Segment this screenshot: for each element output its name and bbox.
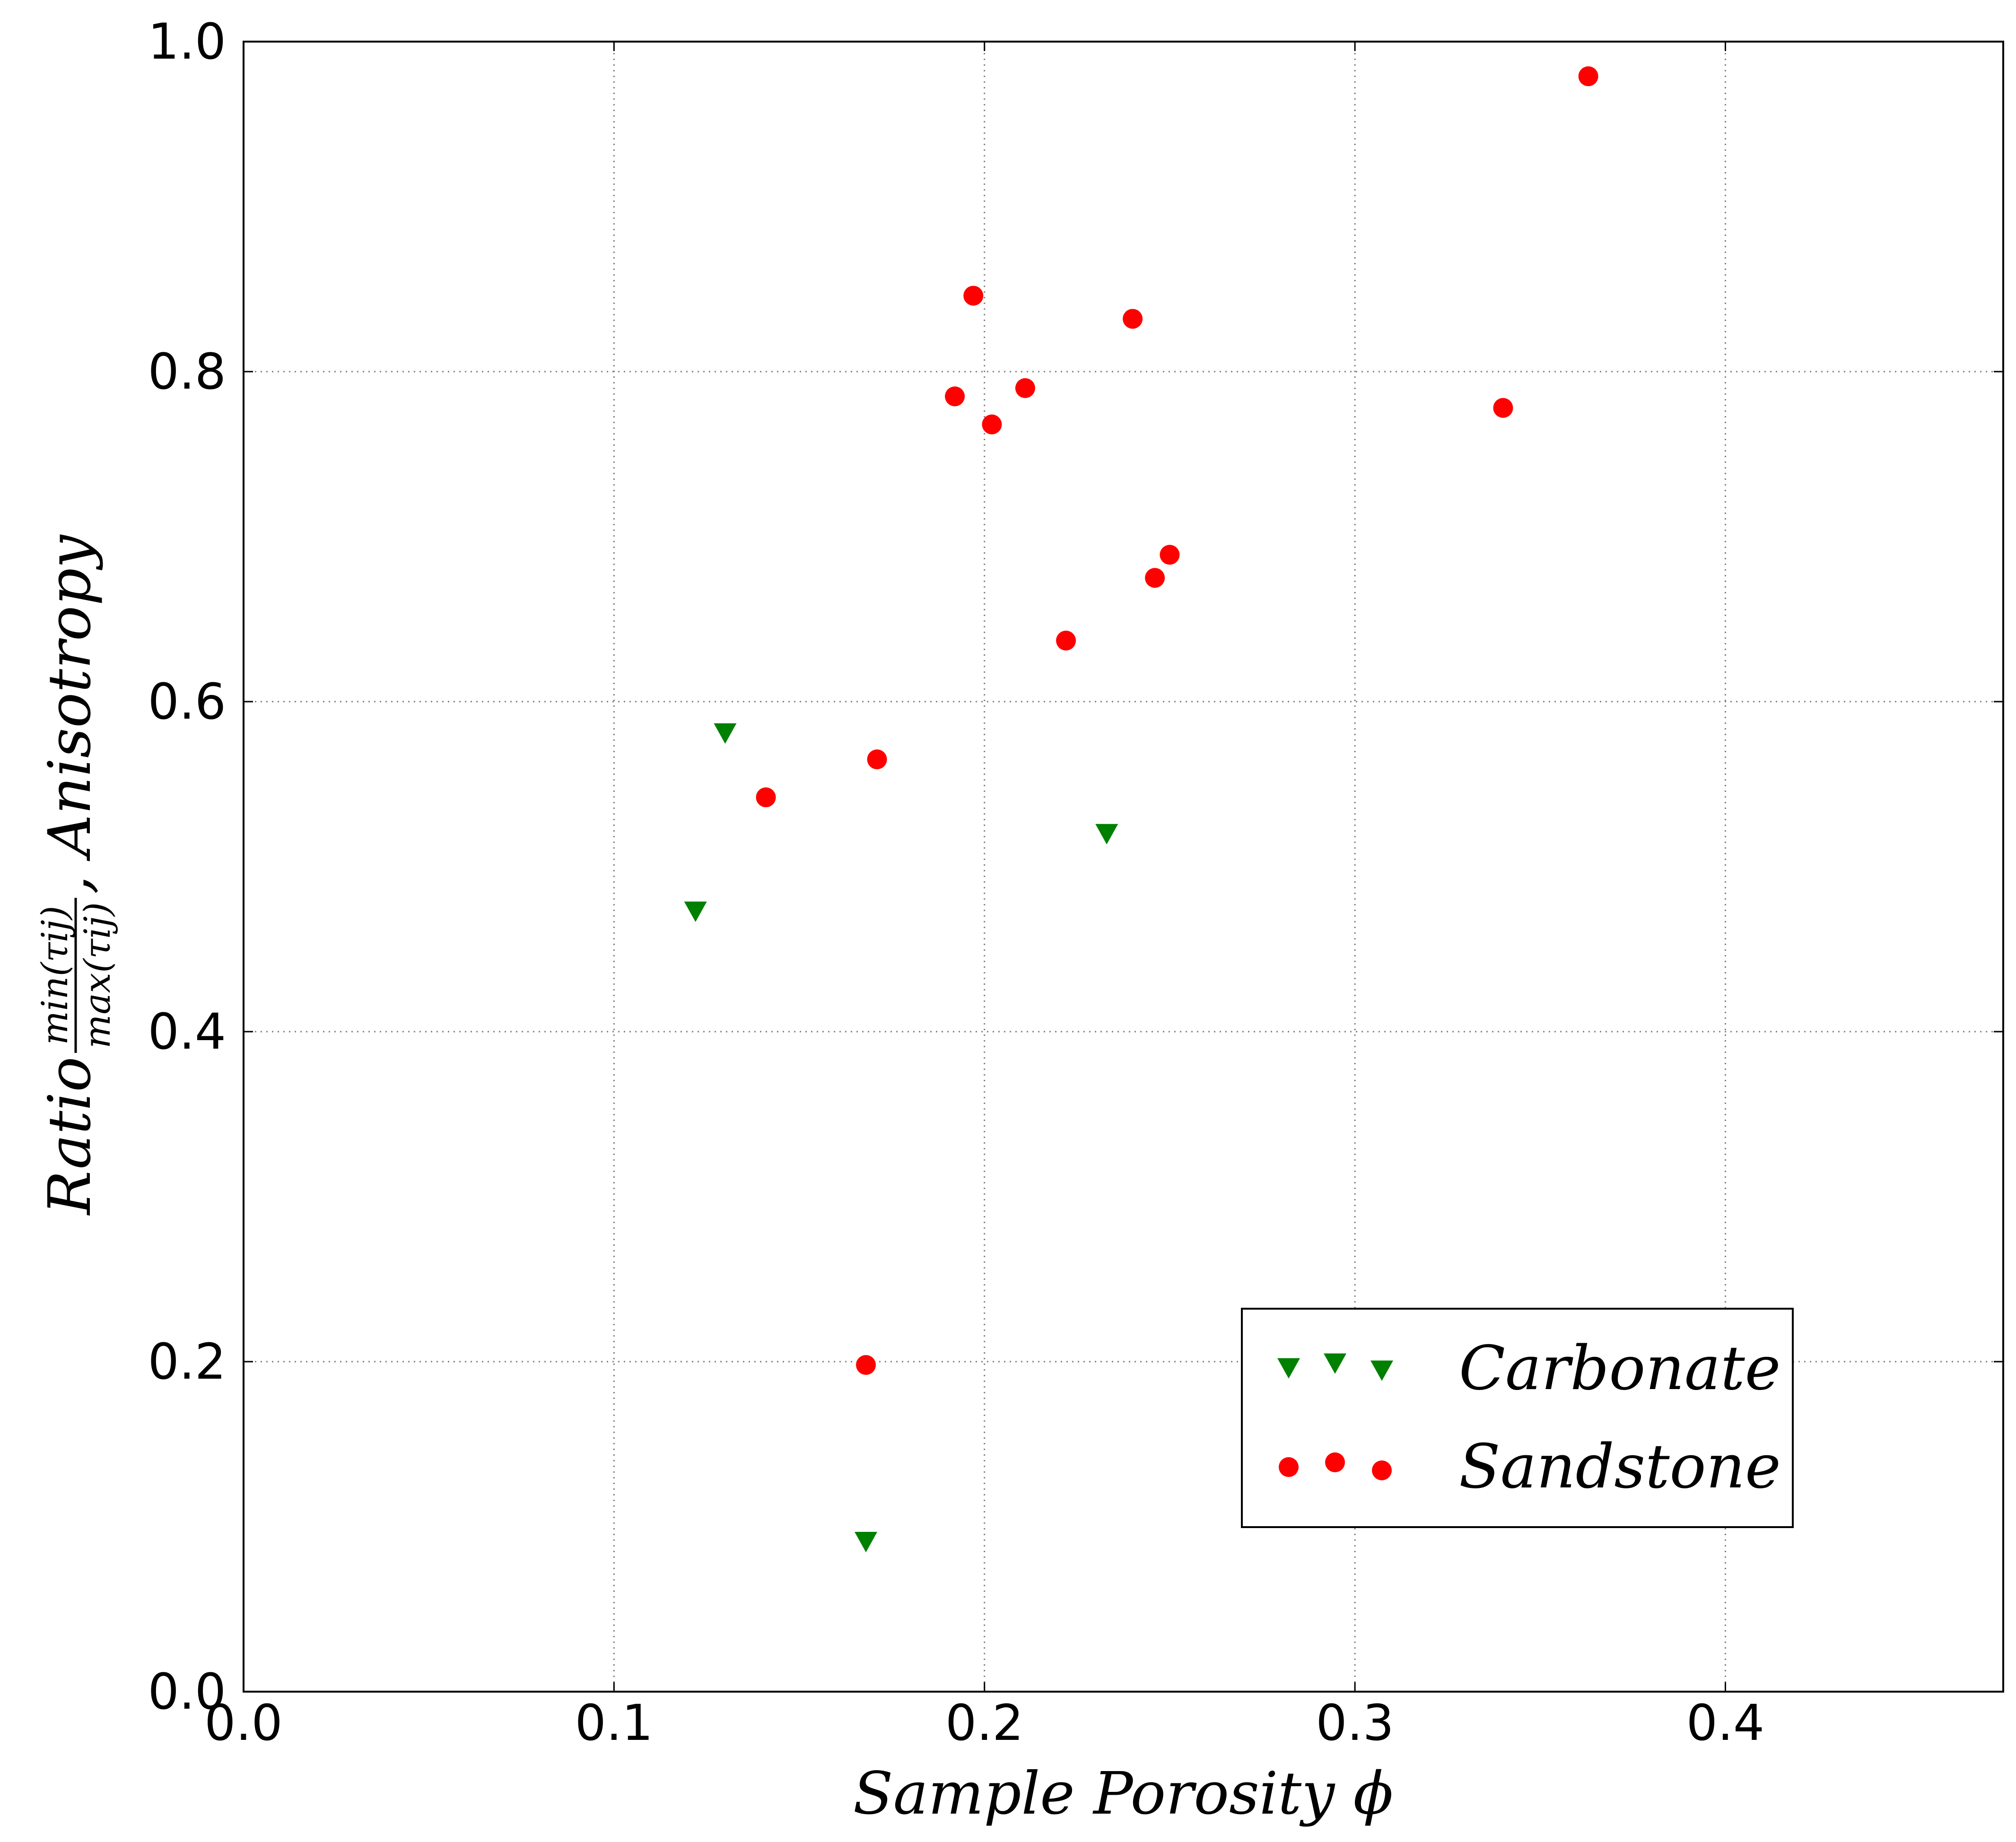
y-tick-labels: 0.0 0.2 0.4 0.6 0.8 1.0 — [148, 13, 226, 1720]
sandstone-point — [1056, 630, 1076, 651]
y-axis-label-numerator: min(τij) — [34, 906, 76, 1045]
x-axis-label: Sample Porosity ϕ — [853, 1760, 1393, 1828]
sandstone-point — [1493, 398, 1513, 418]
y-axis-label-suffix: , Anisotropy — [36, 534, 104, 894]
sandstone-point — [867, 749, 887, 770]
legend-markers — [1277, 1353, 1393, 1480]
y-tick-label: 0.0 — [148, 1663, 226, 1720]
y-axis-label-denominator: max(τij) — [76, 902, 118, 1048]
legend-marker-sandstone — [1372, 1460, 1392, 1480]
plot-frame — [243, 41, 2004, 1693]
legend-label-carbonate: Carbonate — [1459, 1333, 1780, 1404]
x-tick-label: 0.2 — [945, 1694, 1023, 1752]
grid-lines — [244, 42, 2003, 1692]
legend: Carbonate Sandstone — [1241, 1308, 1794, 1528]
tick-marks — [243, 41, 2003, 1693]
x-tick-label: 0.0 — [204, 1694, 282, 1752]
legend-label-sandstone: Sandstone — [1459, 1432, 1781, 1502]
x-tick-label: 0.1 — [575, 1694, 653, 1752]
sandstone-point — [1123, 309, 1143, 329]
carbonate-point — [684, 901, 707, 922]
y-tick-label: 1.0 — [148, 13, 226, 70]
data-points — [684, 66, 1598, 1553]
carbonate-point — [714, 723, 737, 744]
legend-marker-carbonate — [1370, 1360, 1393, 1381]
y-axis-label-prefix: Ratio — [36, 1057, 104, 1216]
sandstone-point — [756, 787, 776, 808]
sandstone-point — [1015, 378, 1035, 398]
x-tick-labels: 0.0 0.1 0.2 0.3 0.4 — [204, 1694, 1764, 1752]
legend-marker-carbonate — [1324, 1353, 1346, 1374]
legend-marker-sandstone — [1325, 1452, 1345, 1472]
y-tick-label: 0.4 — [148, 1003, 226, 1060]
legend-box — [1241, 1308, 1794, 1528]
x-tick-label: 0.4 — [1686, 1694, 1764, 1752]
legend-marker-carbonate — [1277, 1358, 1300, 1379]
sandstone-point — [982, 414, 1002, 434]
sandstone-point — [945, 386, 965, 407]
sandstone-point — [1160, 545, 1180, 565]
carbonate-point — [1095, 824, 1118, 844]
sandstone-point — [1145, 568, 1165, 588]
x-tick-label: 0.3 — [1316, 1694, 1394, 1752]
y-axis-label: Ratio min(τij) max(τij) , Anisotropy — [34, 534, 118, 1216]
y-tick-label: 0.8 — [148, 343, 226, 400]
y-tick-label: 0.6 — [148, 673, 226, 730]
sandstone-point — [1578, 66, 1598, 87]
sandstone-point — [856, 1355, 876, 1375]
legend-marker-sandstone — [1279, 1457, 1299, 1477]
carbonate-point — [855, 1532, 878, 1553]
y-tick-label: 0.2 — [148, 1333, 226, 1390]
sandstone-point — [963, 286, 984, 306]
